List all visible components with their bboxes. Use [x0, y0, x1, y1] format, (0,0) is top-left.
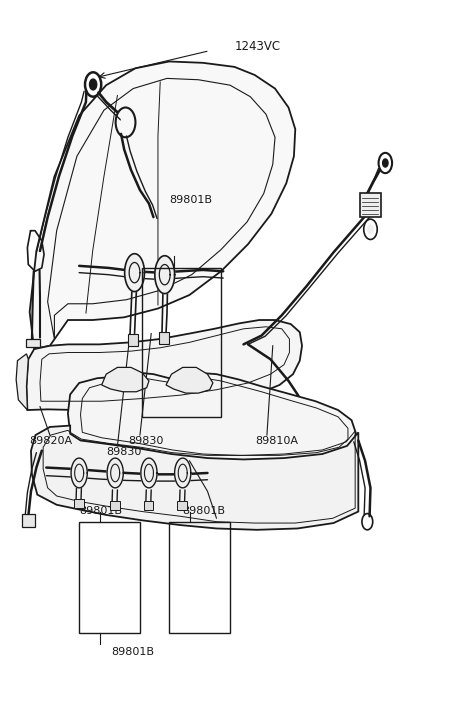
Text: 89801B: 89801B	[112, 647, 155, 657]
Circle shape	[121, 116, 130, 129]
Polygon shape	[155, 256, 174, 293]
Polygon shape	[174, 458, 191, 488]
Bar	[26, 339, 40, 347]
Polygon shape	[102, 367, 149, 392]
Polygon shape	[141, 458, 157, 488]
Text: 89810A: 89810A	[255, 436, 298, 446]
Text: 89801B: 89801B	[183, 506, 226, 516]
Text: 89801B: 89801B	[169, 195, 212, 205]
Text: 1243VC: 1243VC	[234, 40, 280, 53]
Polygon shape	[125, 254, 144, 292]
Circle shape	[90, 79, 97, 90]
Bar	[110, 501, 120, 510]
Bar	[74, 498, 83, 508]
Polygon shape	[68, 373, 356, 461]
Polygon shape	[26, 320, 302, 410]
Text: 89830: 89830	[129, 436, 164, 446]
Bar	[144, 501, 153, 510]
Bar	[128, 333, 138, 345]
Circle shape	[368, 226, 373, 233]
Polygon shape	[166, 367, 213, 393]
Polygon shape	[31, 426, 358, 530]
Text: 89801B: 89801B	[79, 506, 122, 516]
Bar	[169, 522, 230, 633]
Text: 89830: 89830	[106, 447, 142, 458]
Text: 89820A: 89820A	[30, 436, 73, 446]
Polygon shape	[16, 354, 28, 410]
Polygon shape	[30, 61, 295, 349]
Circle shape	[383, 159, 388, 167]
Bar	[177, 501, 187, 510]
Bar	[159, 331, 169, 344]
Bar	[142, 268, 221, 417]
Polygon shape	[71, 458, 87, 488]
Bar	[79, 522, 140, 633]
Bar	[360, 193, 381, 217]
Polygon shape	[107, 458, 123, 488]
Bar	[22, 513, 36, 527]
